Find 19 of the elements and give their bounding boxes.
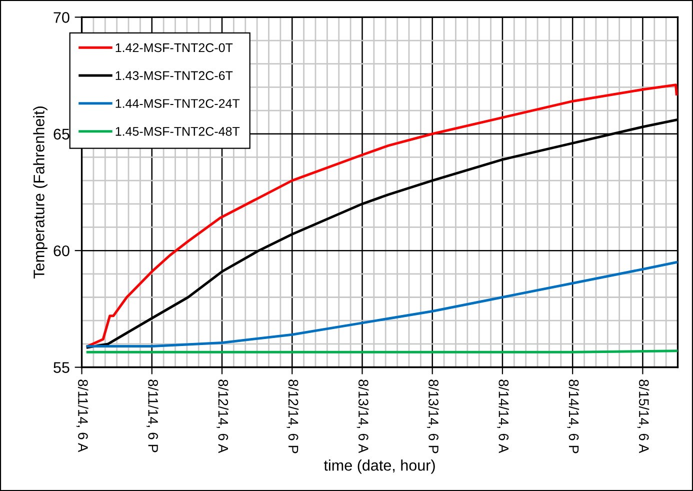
y-tick-label: 70 — [54, 12, 70, 23]
y-tick-label: 65 — [54, 128, 70, 140]
x-axis-title: time (date, hour) — [324, 460, 435, 474]
legend-label: 1.43-MSF-TNT2C-6T — [116, 71, 233, 80]
x-tick-label: 8/14/14, 6 P — [567, 380, 580, 454]
x-tick-label: 8/11/14, 6 A — [76, 380, 88, 452]
legend-label: 1.44-MSF-TNT2C-24T — [116, 99, 240, 108]
x-tick-label: 8/12/14, 6 P — [286, 380, 299, 454]
x-tick-label: 8/14/14, 6 A — [497, 380, 509, 454]
legend-label: 1.42-MSF-TNT2C-0T — [116, 43, 233, 52]
legend-label: 1.45-MSF-TNT2C-48T — [116, 126, 240, 136]
y-axis-title: Temperature (Fahrenheit) — [33, 106, 48, 278]
x-tick-label: 8/11/14, 6 P — [146, 380, 158, 452]
x-tick-label: 8/13/14, 6 P — [426, 380, 439, 454]
y-tick-label: 55 — [54, 362, 70, 373]
x-tick-label: 8/12/14, 6 A — [216, 380, 228, 454]
x-tick-label: 8/13/14, 6 A — [356, 380, 369, 454]
y-tick-label: 60 — [54, 245, 70, 256]
x-tick-label: 8/15/14, 6 A — [637, 380, 650, 454]
